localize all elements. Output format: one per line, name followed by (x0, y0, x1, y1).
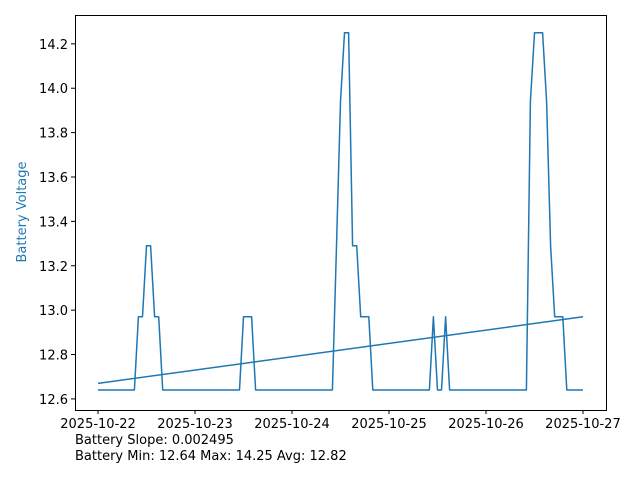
plot-frame (75, 15, 607, 411)
voltage-series-line (98, 32, 583, 391)
y-tick-label: 13.2 (39, 260, 68, 275)
y-tick-label: 13.6 (39, 171, 68, 186)
y-tick-label: 13.0 (39, 304, 68, 319)
y-tick-label: 14.0 (39, 82, 68, 97)
trend-line (97, 316, 584, 385)
y-tick-label: 13.8 (39, 127, 68, 142)
x-tick-label: 2025-10-25 (351, 417, 427, 432)
y-tick-label: 12.8 (39, 349, 68, 364)
x-tick-label: 2025-10-27 (545, 417, 621, 432)
x-tick-label: 2025-10-24 (254, 417, 330, 432)
y-axis-label: Battery Voltage (15, 161, 30, 262)
x-tick-label: 2025-10-22 (60, 417, 136, 432)
battery-summary-text: Battery Min: 12.64 Max: 14.25 Avg: 12.82 (75, 449, 347, 464)
y-tick-label: 14.2 (39, 38, 68, 53)
y-tick-label: 13.4 (39, 215, 68, 230)
x-tick-label: 2025-10-26 (448, 417, 524, 432)
y-tick-label: 12.6 (39, 393, 68, 408)
x-tick-label: 2025-10-23 (157, 417, 233, 432)
battery-slope-text: Battery Slope: 0.002495 (75, 433, 234, 448)
